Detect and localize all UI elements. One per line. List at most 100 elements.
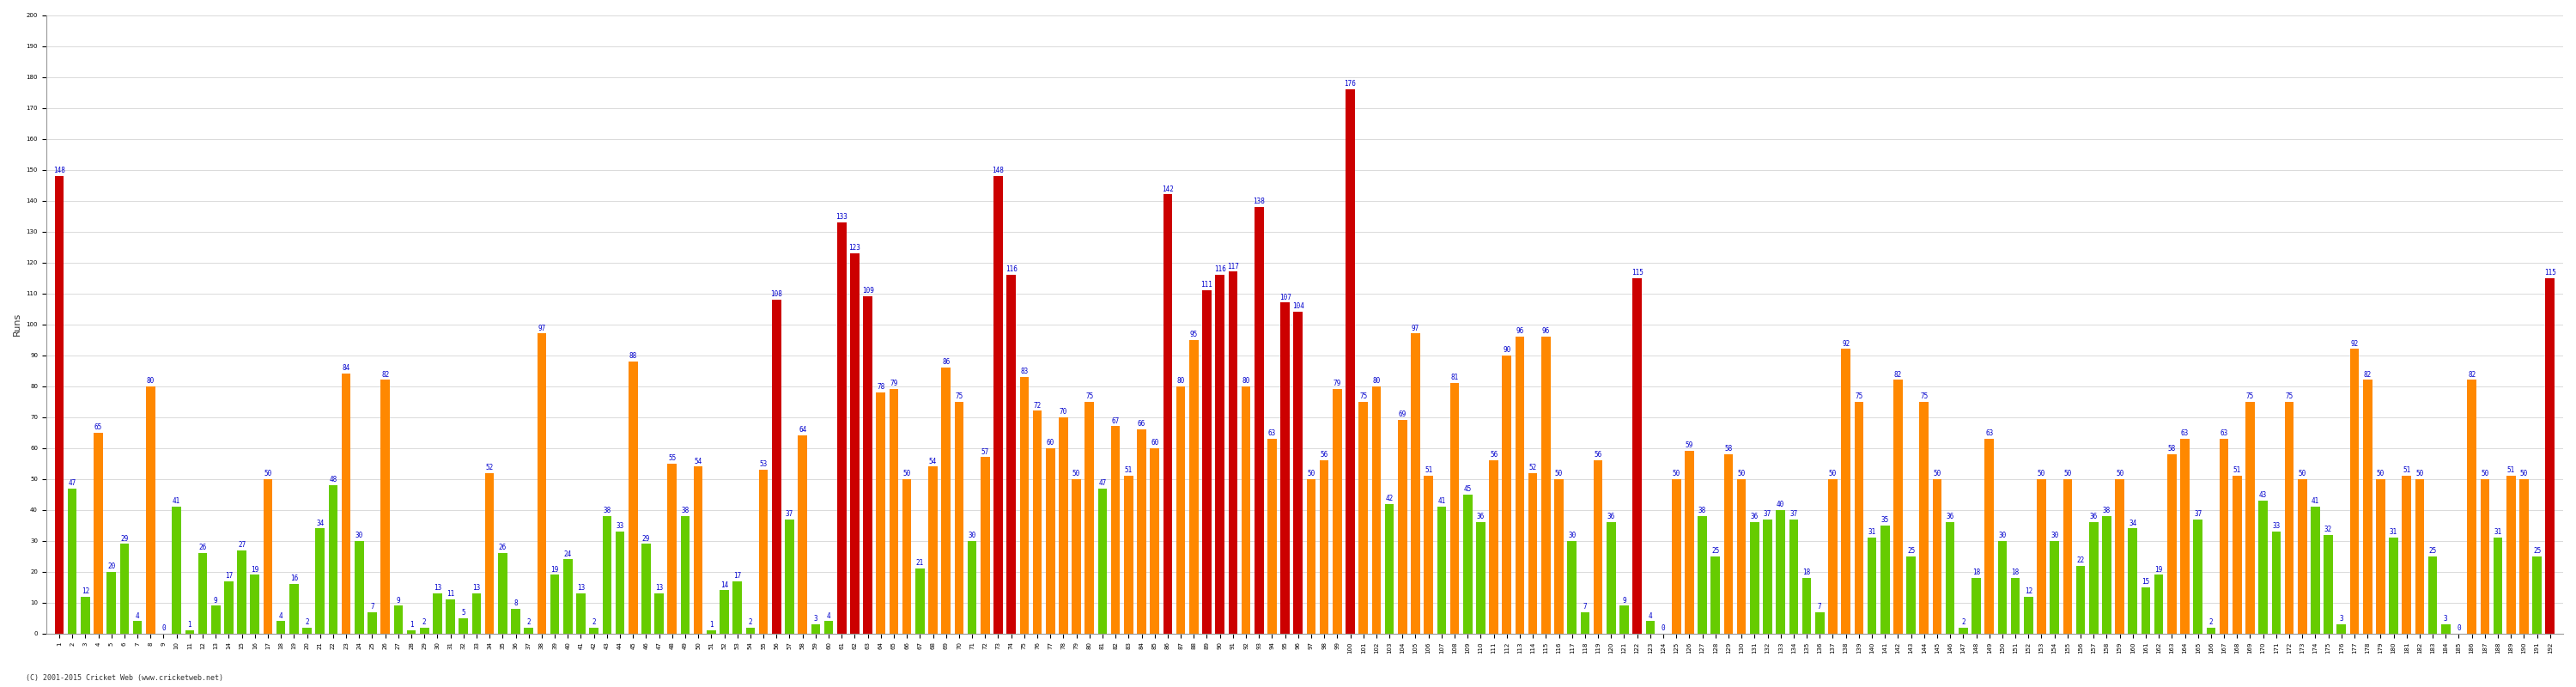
- Bar: [914, 569, 925, 633]
- Bar: [2221, 439, 2228, 633]
- Bar: [1072, 479, 1082, 633]
- Text: 19: 19: [250, 565, 258, 573]
- Text: 56: 56: [1489, 451, 1497, 459]
- Text: 47: 47: [1097, 479, 1108, 486]
- Bar: [67, 488, 77, 633]
- Text: 92: 92: [1842, 340, 1850, 348]
- Text: 9: 9: [214, 596, 219, 604]
- Text: 11: 11: [446, 590, 453, 598]
- Text: 75: 75: [2285, 392, 2293, 400]
- Bar: [940, 368, 951, 633]
- Bar: [121, 544, 129, 633]
- Text: 96: 96: [1515, 328, 1525, 335]
- Bar: [1736, 479, 1747, 633]
- Bar: [732, 581, 742, 633]
- Text: 0: 0: [2458, 624, 2460, 632]
- Bar: [459, 618, 469, 633]
- Bar: [198, 553, 206, 633]
- Bar: [994, 176, 1002, 633]
- Y-axis label: Runs: Runs: [13, 313, 21, 336]
- Text: 4: 4: [1649, 612, 1651, 620]
- Text: 29: 29: [121, 534, 129, 542]
- Bar: [2272, 532, 2280, 633]
- Bar: [1164, 194, 1172, 633]
- Bar: [876, 392, 886, 633]
- Bar: [2429, 556, 2437, 633]
- Bar: [1293, 312, 1303, 633]
- Text: 26: 26: [500, 544, 507, 552]
- Bar: [250, 575, 260, 633]
- Text: (C) 2001-2015 Cricket Web (www.cricketweb.net): (C) 2001-2015 Cricket Web (www.cricketwe…: [26, 674, 224, 682]
- Bar: [654, 594, 665, 633]
- Text: 16: 16: [291, 575, 299, 583]
- Bar: [106, 572, 116, 633]
- Text: 36: 36: [2089, 513, 2097, 521]
- Bar: [667, 464, 677, 633]
- Bar: [1582, 612, 1589, 633]
- Bar: [1110, 427, 1121, 633]
- Bar: [1775, 510, 1785, 633]
- Bar: [1412, 334, 1419, 633]
- Bar: [1242, 386, 1249, 633]
- Text: 38: 38: [603, 507, 611, 515]
- Bar: [902, 479, 912, 633]
- Text: 43: 43: [2259, 491, 2267, 499]
- Bar: [2311, 507, 2321, 633]
- Bar: [314, 528, 325, 633]
- Text: 80: 80: [1373, 377, 1381, 385]
- Text: 56: 56: [1595, 451, 1602, 459]
- Text: 41: 41: [2311, 497, 2318, 505]
- Text: 79: 79: [1334, 380, 1342, 387]
- Bar: [1710, 556, 1721, 633]
- Bar: [1332, 390, 1342, 633]
- Bar: [420, 627, 430, 633]
- Bar: [2166, 454, 2177, 633]
- Text: 90: 90: [1502, 346, 1510, 354]
- Bar: [1399, 420, 1406, 633]
- Bar: [54, 176, 64, 633]
- Text: 57: 57: [981, 448, 989, 455]
- Text: 31: 31: [2391, 528, 2398, 536]
- Bar: [1033, 411, 1041, 633]
- Bar: [551, 575, 559, 633]
- Bar: [368, 612, 376, 633]
- Text: 50: 50: [1932, 470, 1942, 477]
- Bar: [747, 627, 755, 633]
- Bar: [2233, 476, 2241, 633]
- Bar: [564, 559, 572, 633]
- Text: 15: 15: [2141, 578, 2151, 585]
- Bar: [211, 606, 222, 633]
- Bar: [1149, 448, 1159, 633]
- Text: 1: 1: [188, 621, 191, 629]
- Text: 50: 50: [1072, 470, 1079, 477]
- Bar: [1620, 606, 1628, 633]
- Text: 82: 82: [2468, 371, 2476, 379]
- Bar: [1358, 402, 1368, 633]
- Text: 22: 22: [2076, 556, 2084, 564]
- Text: 30: 30: [1569, 532, 1577, 539]
- Bar: [134, 621, 142, 633]
- Text: 4: 4: [278, 612, 283, 620]
- Bar: [510, 609, 520, 633]
- Text: 38: 38: [1698, 507, 1705, 515]
- Text: 1: 1: [708, 621, 714, 629]
- Bar: [1945, 522, 1955, 633]
- Text: 8: 8: [513, 600, 518, 607]
- Text: 25: 25: [2429, 547, 2437, 554]
- Bar: [629, 361, 639, 633]
- Bar: [1829, 479, 1837, 633]
- Text: 3: 3: [2339, 615, 2344, 622]
- Bar: [330, 485, 337, 633]
- Text: 13: 13: [433, 584, 440, 592]
- Text: 35: 35: [1880, 516, 1888, 523]
- Text: 108: 108: [770, 291, 783, 298]
- Text: 13: 13: [577, 584, 585, 592]
- Text: 40: 40: [1777, 501, 1785, 508]
- Text: 2: 2: [526, 618, 531, 626]
- Bar: [1007, 275, 1015, 633]
- Bar: [2506, 476, 2517, 633]
- Text: 25: 25: [2532, 547, 2540, 554]
- Text: 59: 59: [1685, 442, 1692, 449]
- Bar: [1280, 303, 1291, 633]
- Text: 123: 123: [848, 244, 860, 251]
